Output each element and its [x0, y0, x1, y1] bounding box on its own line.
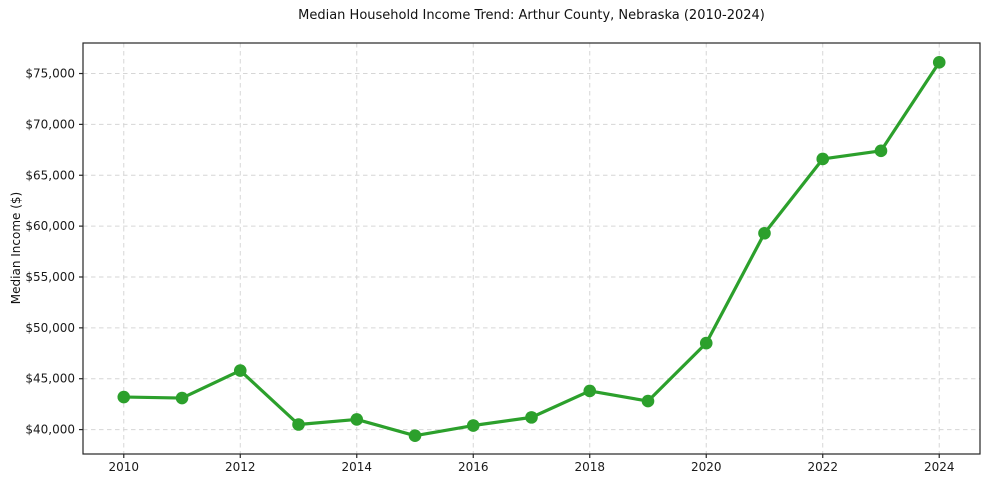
x-tick-label: 2020 [691, 460, 722, 474]
data-point-2016 [466, 419, 480, 432]
data-point-2024 [932, 56, 946, 69]
data-point-2010 [117, 390, 131, 404]
plot-border [82, 42, 981, 455]
x-tick-label: 2014 [341, 460, 372, 474]
data-point-2014 [350, 413, 364, 426]
x-tick-label: 2022 [807, 460, 838, 474]
y-tick-label: $60,000 [25, 219, 75, 233]
x-tick-label: 2024 [924, 460, 955, 474]
data-point-2021 [758, 226, 771, 240]
x-tick-label: 2016 [458, 460, 489, 474]
chart-title: Median Household Income Trend: Arthur Co… [298, 8, 765, 23]
y-tick-label: $65,000 [25, 168, 75, 182]
data-point-2023 [874, 144, 888, 158]
x-tick-label: 2012 [225, 460, 256, 474]
y-tick-label: $70,000 [25, 117, 75, 131]
x-tick-label: 2010 [108, 460, 139, 474]
data-point-2013 [292, 418, 305, 431]
data-point-2011 [175, 391, 189, 405]
x-tick-label: 2018 [574, 460, 605, 474]
data-point-2017 [525, 411, 538, 424]
data-point-2020 [699, 336, 713, 350]
y-tick-label: $75,000 [25, 67, 75, 81]
y-tick-label: $45,000 [25, 372, 75, 386]
data-point-2019 [641, 394, 655, 408]
y-tick-label: $40,000 [25, 423, 75, 437]
y-tick-label: $50,000 [25, 321, 75, 335]
data-point-2012 [233, 364, 247, 377]
data-point-2022 [816, 152, 830, 166]
data-point-2015 [408, 429, 422, 442]
y-tick-label: $55,000 [25, 270, 75, 284]
data-point-2018 [583, 384, 597, 398]
trend-line [122, 60, 941, 438]
